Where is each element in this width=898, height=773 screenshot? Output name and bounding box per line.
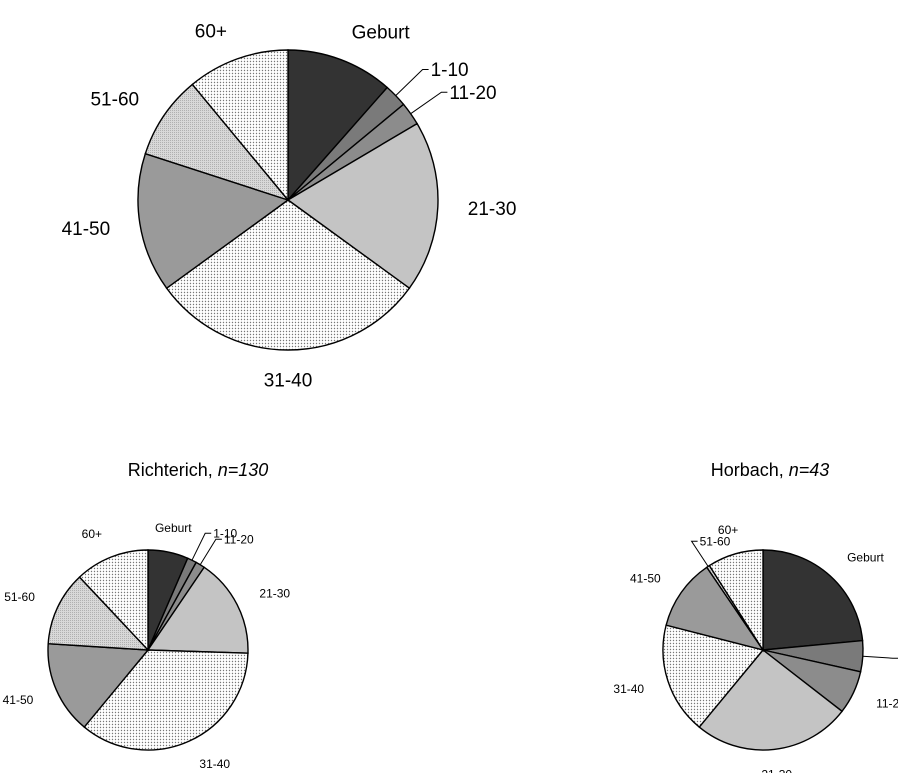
slice-label: 21-30 xyxy=(761,767,792,773)
slice-label: 51-60 xyxy=(4,590,35,604)
slice-label: 11-20 xyxy=(449,83,496,104)
slice-label: 31-40 xyxy=(199,757,230,771)
slice-label: 60+ xyxy=(718,523,738,537)
slice-label: 41-50 xyxy=(630,571,661,585)
slice-label: 11-20 xyxy=(876,696,898,710)
slice-label: 21-30 xyxy=(468,199,517,220)
leader-line xyxy=(690,540,709,567)
pie-slice-21-30 xyxy=(286,122,439,290)
pie-slice-60plus xyxy=(78,549,149,652)
leader-line xyxy=(199,538,222,565)
slice-label: 41-50 xyxy=(3,693,34,707)
leader-line xyxy=(410,91,448,115)
slice-label: 51-60 xyxy=(90,90,139,111)
chart-title-horbach: Horbach, n=43 xyxy=(711,460,830,480)
leader-line xyxy=(395,69,429,96)
leader-line xyxy=(191,532,212,561)
chart-title-richterich: Richterich, n=130 xyxy=(128,460,269,480)
pie-slice-51-60 xyxy=(47,576,150,651)
slice-label: Geburt xyxy=(352,22,411,43)
pie-slice-21-30 xyxy=(146,566,249,654)
slice-label: 11-20 xyxy=(224,532,254,546)
slice-label: 60+ xyxy=(195,21,227,42)
pie-slice-60plus xyxy=(708,549,764,653)
slice-label: 1-10 xyxy=(431,60,469,81)
slice-label: 41-50 xyxy=(62,219,111,240)
pie-slice-41-50 xyxy=(137,152,290,290)
slice-label: 31-40 xyxy=(264,371,313,392)
pie-slice-21-30 xyxy=(698,649,844,751)
pie-slice-31-40 xyxy=(662,624,765,729)
pie-slice-Geburt xyxy=(762,549,864,651)
slice-label: 60+ xyxy=(82,527,102,541)
pie-slice-60plus xyxy=(191,49,289,202)
slice-label: 31-40 xyxy=(613,682,644,696)
pie-slice-41-50 xyxy=(47,642,150,729)
slice-label: 1-10 xyxy=(213,527,237,541)
slice-label: 21-30 xyxy=(259,587,290,601)
leader-line xyxy=(862,655,898,659)
pie-slice-31-40 xyxy=(165,199,411,351)
pie-slice-Geburt xyxy=(287,49,389,202)
pie-slice-41-50 xyxy=(665,566,765,652)
pie-slice-51-60 xyxy=(144,83,291,202)
pie-slice-31-40 xyxy=(83,649,249,751)
slice-label: Geburt xyxy=(847,551,884,565)
slice-label: 51-60 xyxy=(700,535,731,549)
slice-label: Geburt xyxy=(155,521,192,535)
